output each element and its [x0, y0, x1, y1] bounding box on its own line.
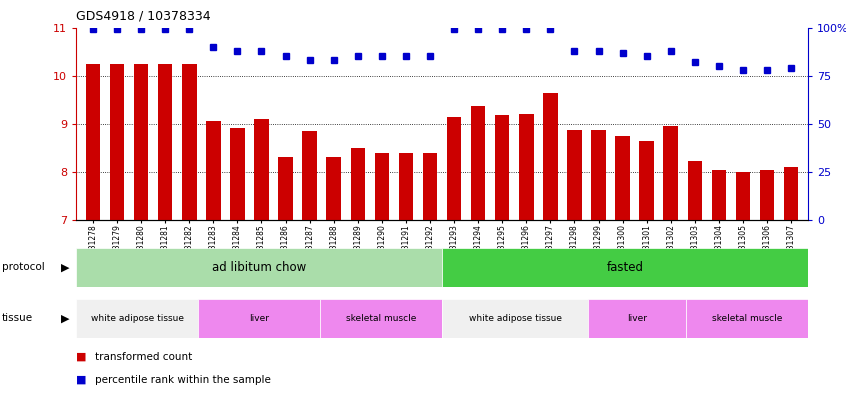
Bar	[302, 131, 317, 220]
Bar	[588, 299, 686, 338]
Text: transformed count: transformed count	[95, 352, 192, 362]
Text: ▶: ▶	[61, 313, 69, 323]
Bar	[182, 64, 196, 220]
Text: skeletal muscle: skeletal muscle	[711, 314, 783, 323]
Text: ■: ■	[76, 352, 86, 362]
Bar	[230, 128, 244, 220]
Text: tissue: tissue	[2, 313, 33, 323]
Text: liver: liver	[627, 314, 647, 323]
Bar	[736, 172, 750, 220]
Bar	[327, 158, 341, 220]
Text: white adipose tissue: white adipose tissue	[91, 314, 184, 323]
Bar	[688, 162, 702, 220]
Bar	[663, 126, 678, 220]
Text: skeletal muscle: skeletal muscle	[346, 314, 416, 323]
Bar	[198, 299, 320, 338]
Bar	[110, 64, 124, 220]
Bar	[543, 92, 558, 220]
Text: percentile rank within the sample: percentile rank within the sample	[95, 375, 271, 385]
Text: ▶: ▶	[61, 262, 69, 272]
Bar	[85, 64, 100, 220]
Bar	[567, 130, 582, 220]
Bar	[711, 169, 726, 220]
Bar	[375, 152, 389, 220]
Bar	[615, 136, 629, 220]
Bar	[784, 167, 799, 220]
Bar	[76, 299, 198, 338]
Bar	[519, 114, 534, 220]
Bar	[495, 115, 509, 220]
Text: ad libitum chow: ad libitum chow	[212, 261, 306, 274]
Text: white adipose tissue: white adipose tissue	[469, 314, 562, 323]
Bar	[206, 121, 221, 220]
Bar	[591, 130, 606, 220]
Bar	[686, 299, 808, 338]
Text: ■: ■	[76, 375, 86, 385]
Bar	[398, 152, 413, 220]
Bar	[760, 169, 774, 220]
Bar	[640, 141, 654, 220]
Bar	[76, 248, 442, 287]
Bar	[350, 148, 365, 220]
Text: GDS4918 / 10378334: GDS4918 / 10378334	[76, 10, 211, 23]
Text: fasted: fasted	[607, 261, 644, 274]
Bar	[158, 64, 173, 220]
Bar	[423, 152, 437, 220]
Bar	[471, 105, 486, 220]
Bar	[447, 117, 461, 220]
Bar	[134, 64, 148, 220]
Bar	[320, 299, 442, 338]
Bar	[278, 158, 293, 220]
Bar	[442, 299, 588, 338]
Bar	[255, 119, 269, 220]
Text: liver: liver	[249, 314, 269, 323]
Text: protocol: protocol	[2, 262, 45, 272]
Bar	[442, 248, 808, 287]
